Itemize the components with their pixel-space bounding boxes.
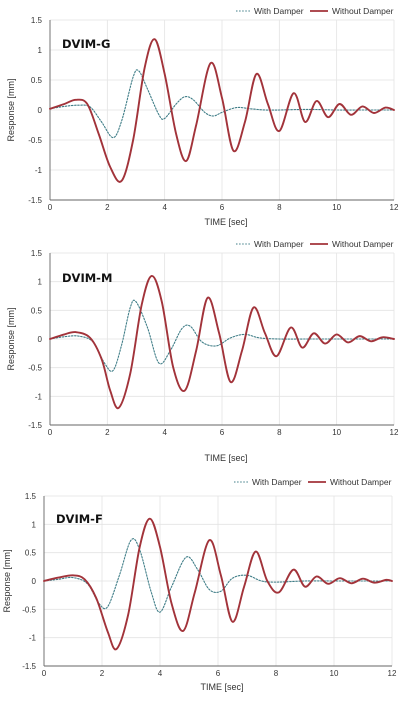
x-tick-label: 8 [277,428,282,437]
chart-label: DVIM-F [56,512,103,526]
x-tick-label: 12 [390,428,399,437]
y-tick-label: 1.5 [31,16,43,25]
legend: Without Damper With Damper [234,477,392,487]
legend-label-with-damper: With Damper [254,239,304,249]
series-line-without-damper [49,274,395,410]
y-tick-label: -1.5 [22,662,36,671]
y-tick-label: -1.5 [28,196,42,205]
y-tick-label: 0 [32,577,37,586]
x-axis-title: TIME [sec] [204,453,247,463]
legend-label-with-damper: With Damper [252,477,302,487]
x-tick-label: 6 [216,669,221,678]
chart-label: DVIM-M [62,271,112,285]
x-tick-label: 4 [158,669,163,678]
y-tick-label: -1.5 [28,421,42,430]
y-tick-label: -0.5 [28,136,42,145]
x-tick-label: 4 [162,203,167,212]
x-tick-label: 0 [48,203,53,212]
x-tick-label: 6 [220,428,225,437]
chart-label: DVIM-G [62,37,110,51]
legend-label-without-damper: Without Damper [332,6,394,16]
x-tick-label: 2 [105,203,110,212]
x-tick-label: 8 [274,669,279,678]
legend: Without Damper With Damper [236,6,394,16]
y-axis-title: Response [mm] [6,307,16,370]
x-axis-title: TIME [sec] [204,217,247,227]
chart-panel-3: 1.5 1 0.5 0 -0.5 -1 -1.5 0 2 4 6 8 10 12 DVIM-F TIME [s… [2,477,397,692]
x-tick-label: 8 [277,203,282,212]
y-tick-label: 0.5 [25,549,37,558]
y-tick-label: 1 [32,520,37,529]
series-line-without-damper [43,517,393,651]
chart-panel-2: 1.5 1 0.5 0 -0.5 -1 -1.5 0 2 4 6 8 10 12 DVIM-M TIME [s… [6,239,399,463]
y-tick-label: 0.5 [31,306,43,315]
y-tick-label: -0.5 [22,605,36,614]
y-tick-label: 0 [38,106,43,115]
x-tick-label: 12 [388,669,397,678]
y-axis-title: Response [mm] [2,549,12,612]
x-tick-label: 10 [332,428,341,437]
x-tick-label: 6 [220,203,225,212]
x-tick-label: 2 [105,428,110,437]
x-tick-label: 4 [162,428,167,437]
chart-panel-1: 1.5 1 0.5 0 -0.5 -1 -1.5 0 2 4 6 8 10 12 DVIM-G TIME [s… [6,6,399,227]
y-tick-label: 1.5 [31,249,43,258]
y-tick-label: 1.5 [25,492,37,501]
legend-label-with-damper: With Damper [254,6,304,16]
x-tick-label: 2 [100,669,105,678]
x-tick-label: 10 [332,203,341,212]
y-axis-title: Response [mm] [6,78,16,141]
legend-label-without-damper: Without Damper [332,239,394,249]
y-tick-label: -1 [29,634,37,643]
x-tick-label: 0 [48,428,53,437]
legend-label-without-damper: Without Damper [330,477,392,487]
series-line-without-damper [49,38,395,183]
y-tick-label: 0.5 [31,76,43,85]
y-tick-label: -1 [35,166,43,175]
series-line-with-damper [49,69,395,139]
y-tick-label: -0.5 [28,364,42,373]
y-tick-label: 1 [38,278,43,287]
x-axis-title: TIME [sec] [200,682,243,692]
series-line-with-damper [49,299,395,372]
x-tick-label: 12 [390,203,399,212]
x-tick-label: 10 [330,669,339,678]
y-tick-label: 0 [38,335,43,344]
y-tick-label: -1 [35,392,43,401]
y-tick-label: 1 [38,46,43,55]
legend: Without Damper With Damper [236,239,394,249]
x-tick-label: 0 [42,669,47,678]
